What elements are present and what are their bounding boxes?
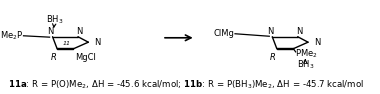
Text: N: N <box>77 27 83 36</box>
Text: BH$_3$: BH$_3$ <box>298 59 315 71</box>
Text: Me$_2$P: Me$_2$P <box>0 30 24 42</box>
Text: PMe$_2$: PMe$_2$ <box>295 48 318 60</box>
Text: 11: 11 <box>63 41 71 46</box>
Text: N: N <box>314 38 320 47</box>
Text: R: R <box>51 53 56 62</box>
Text: MgCl: MgCl <box>75 53 96 62</box>
Text: N: N <box>94 38 101 47</box>
Text: ClMg: ClMg <box>214 28 234 38</box>
Text: N: N <box>267 27 274 36</box>
Text: BH$_3$: BH$_3$ <box>46 14 63 26</box>
Text: R: R <box>270 53 276 62</box>
Text: $\mathbf{11a}$: R = P(O)Me$_2$, $\Delta$H = -45.6 kcal/mol; $\mathbf{11b}$: R = : $\mathbf{11a}$: R = P(O)Me$_2$, $\Delta$… <box>8 79 364 91</box>
Text: N: N <box>48 27 54 36</box>
Text: N: N <box>296 27 303 36</box>
